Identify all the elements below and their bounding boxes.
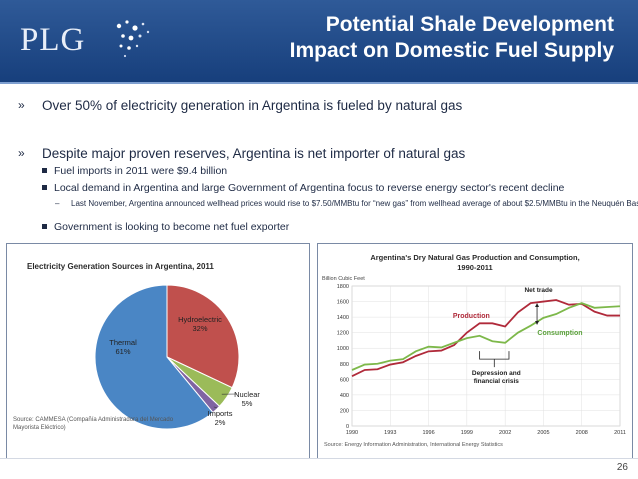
y-tick-label: 200 xyxy=(340,408,349,414)
x-tick-label: 2002 xyxy=(499,430,511,436)
x-tick-label: 1999 xyxy=(461,430,473,436)
y-tick-label: 0 xyxy=(346,424,349,430)
x-tick-label: 2011 xyxy=(614,430,626,436)
plot-area xyxy=(351,285,621,427)
net-trade-label: Net trade xyxy=(524,287,553,294)
sub-bullet-2-text: Local demand in Argentina and large Gove… xyxy=(54,182,565,194)
sub-bullet-2: Local demand in Argentina and large Gove… xyxy=(42,182,564,194)
pie-chart-panel: Electricity Generation Sources in Argent… xyxy=(6,243,310,459)
line-chart-title-2: 1990-2011 xyxy=(457,263,493,272)
sub-bullet-1: Fuel imports in 2011 were $9.4 billion xyxy=(42,165,227,177)
nuclear-value-label: 5% xyxy=(242,399,253,408)
thermal-name-label: Thermal xyxy=(109,338,137,347)
production-label: Production xyxy=(453,313,490,320)
net-trade-arrowhead-up xyxy=(535,303,540,307)
series-line-production xyxy=(351,299,620,378)
line-chart-source: Source: Energy Information Administratio… xyxy=(324,442,503,448)
imports-leader-line xyxy=(213,406,218,409)
net-trade-arrowhead-down xyxy=(535,321,540,325)
thermal-value-label: 61% xyxy=(115,347,130,356)
sub-bullet-1-text: Fuel imports in 2011 were $9.4 billion xyxy=(54,165,228,177)
imports-value-label: 2% xyxy=(215,418,226,427)
bullet-mark: » xyxy=(18,98,25,112)
nuclear-name-label: Nuclear xyxy=(234,390,260,399)
logo-dots-icon xyxy=(116,20,150,58)
title-line-2: Impact on Domestic Fuel Supply xyxy=(289,39,614,62)
y-tick-label: 1800 xyxy=(337,284,349,290)
line-chart: Billion Cubic Feet 0 200 400 600 800 1000 1200 1… xyxy=(322,276,626,436)
y-tick-label: 1200 xyxy=(337,331,349,337)
sub-bullet-3-text: Government is looking to become net fuel… xyxy=(54,221,290,233)
y-tick-label: 1000 xyxy=(337,346,349,352)
x-tick-label: 1990 xyxy=(346,430,358,436)
x-tick-label: 2005 xyxy=(537,430,549,436)
sub-sub-bullet-1-text: Last November, Argentina announced wellh… xyxy=(71,199,638,208)
depression-bracket xyxy=(479,351,510,368)
y-tick-label: 400 xyxy=(340,393,349,399)
line-chart-title-1: Argentina's Dry Natural Gas Production a… xyxy=(370,253,580,262)
y-tick-label: 600 xyxy=(340,377,349,383)
pie-slice-thermal xyxy=(94,284,214,430)
consumption-label: Consumption xyxy=(537,330,582,337)
square-bullet-icon xyxy=(42,168,47,173)
page-number: 26 xyxy=(616,462,628,473)
pie-slice-hydroelectric xyxy=(166,284,240,389)
title-line-1: Potential Shale Development xyxy=(325,13,614,36)
depression-label-1: Depression and xyxy=(472,370,521,377)
bullet-1-text: Over 50% of electricity generation in Ar… xyxy=(42,98,463,113)
y-tick-label: 1600 xyxy=(337,300,349,306)
slide-title: Potential Shale Development Impact on Do… xyxy=(290,12,614,64)
y-tick-label: 800 xyxy=(340,362,349,368)
hydroelectric-name-label: Hydroelectric xyxy=(178,315,222,324)
x-tick-label: 2008 xyxy=(576,430,588,436)
square-bullet-icon xyxy=(42,224,47,229)
bullet-2-text: Despite major proven reserves, Argentina… xyxy=(42,146,466,161)
dash-mark: – xyxy=(55,199,60,208)
y-axis-label: Billion Cubic Feet xyxy=(322,276,365,282)
x-tick-label: 1993 xyxy=(384,430,396,436)
imports-name-label: Imports xyxy=(207,409,232,418)
footer-divider xyxy=(0,458,638,459)
y-tick-label: 1400 xyxy=(337,315,349,321)
line-chart-panel: Argentina's Dry Natural Gas Production a… xyxy=(317,243,633,459)
pie-chart-source: Source: CAMMESA (Compañía Administradora… xyxy=(13,417,174,431)
x-tick-label: 1996 xyxy=(422,430,434,436)
pie-chart-title: Electricity Generation Sources in Argent… xyxy=(27,262,214,271)
slide-header: PLG Potential Shale Development Impact o… xyxy=(0,0,638,84)
bullet-mark: » xyxy=(18,146,25,160)
depression-label-2: financial crisis xyxy=(474,378,520,385)
logo-text: PLG xyxy=(20,22,86,58)
line-chart-title: Argentina's Dry Natural Gas Production a… xyxy=(318,253,632,273)
square-bullet-icon xyxy=(42,185,47,190)
hydroelectric-value-label: 32% xyxy=(192,324,207,333)
sub-bullet-3: Government is looking to become net fuel… xyxy=(42,221,289,233)
series-line-consumption xyxy=(351,302,621,371)
